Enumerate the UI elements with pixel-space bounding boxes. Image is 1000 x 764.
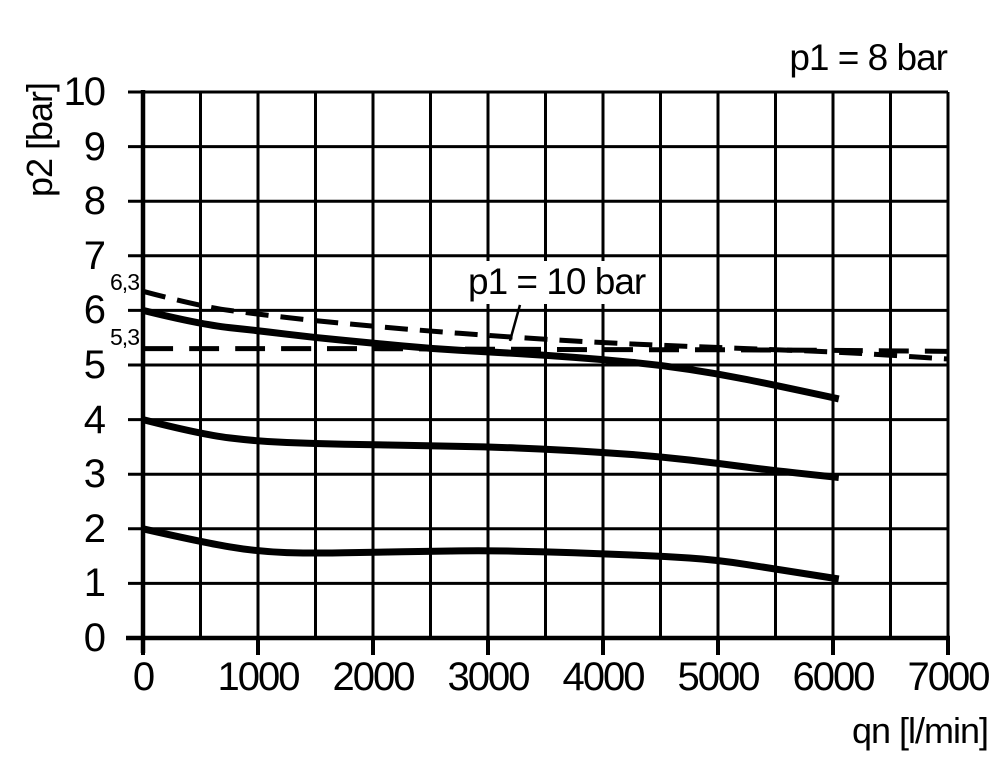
y-tick-label: 1 (83, 561, 106, 606)
x-tick-label: 3000 (447, 655, 531, 699)
x-axis-title: qn [l/min] (851, 710, 989, 751)
x-tick-label: 4000 (562, 655, 646, 699)
x-tick-label: 1000 (217, 655, 301, 699)
x-tick-label: 7000 (907, 655, 991, 699)
y-tick-label: 8 (83, 179, 106, 224)
y-tick-label: 0 (83, 616, 106, 660)
y-tick-label: 2 (83, 506, 106, 551)
x-tick-label: 5000 (677, 655, 761, 699)
p1-10-bar-curve-label: p1 = 10 bar (460, 261, 654, 304)
y-tick-label: 7 (83, 233, 106, 278)
x-tick-label: 2000 (332, 655, 416, 699)
annotation-leader-line (508, 304, 522, 342)
curve-p2-5-3-bar-reference-dashed (143, 346, 949, 354)
y-tick-label: 5 (83, 343, 106, 387)
y-mark-6-3: 6,3 (110, 269, 140, 296)
x-tick-label: 0 (132, 655, 155, 699)
curve-p2-setting-6-bar-solid (142, 307, 840, 403)
y-tick-label: 6 (83, 288, 106, 333)
x-tick-label: 6000 (792, 655, 876, 699)
y-tick-label: 10 (63, 70, 107, 114)
y-tick-label: 9 (83, 124, 106, 169)
y-tick-label: 3 (83, 452, 106, 497)
p1-8-bar-annotation: p1 = 8 bar (789, 37, 948, 78)
y-mark-5-3: 5,3 (110, 323, 140, 350)
curve-p2-setting-4-bar-solid (142, 416, 840, 481)
curve-p2-setting-2-bar-solid (142, 525, 840, 583)
y-tick-label: 4 (83, 397, 106, 442)
